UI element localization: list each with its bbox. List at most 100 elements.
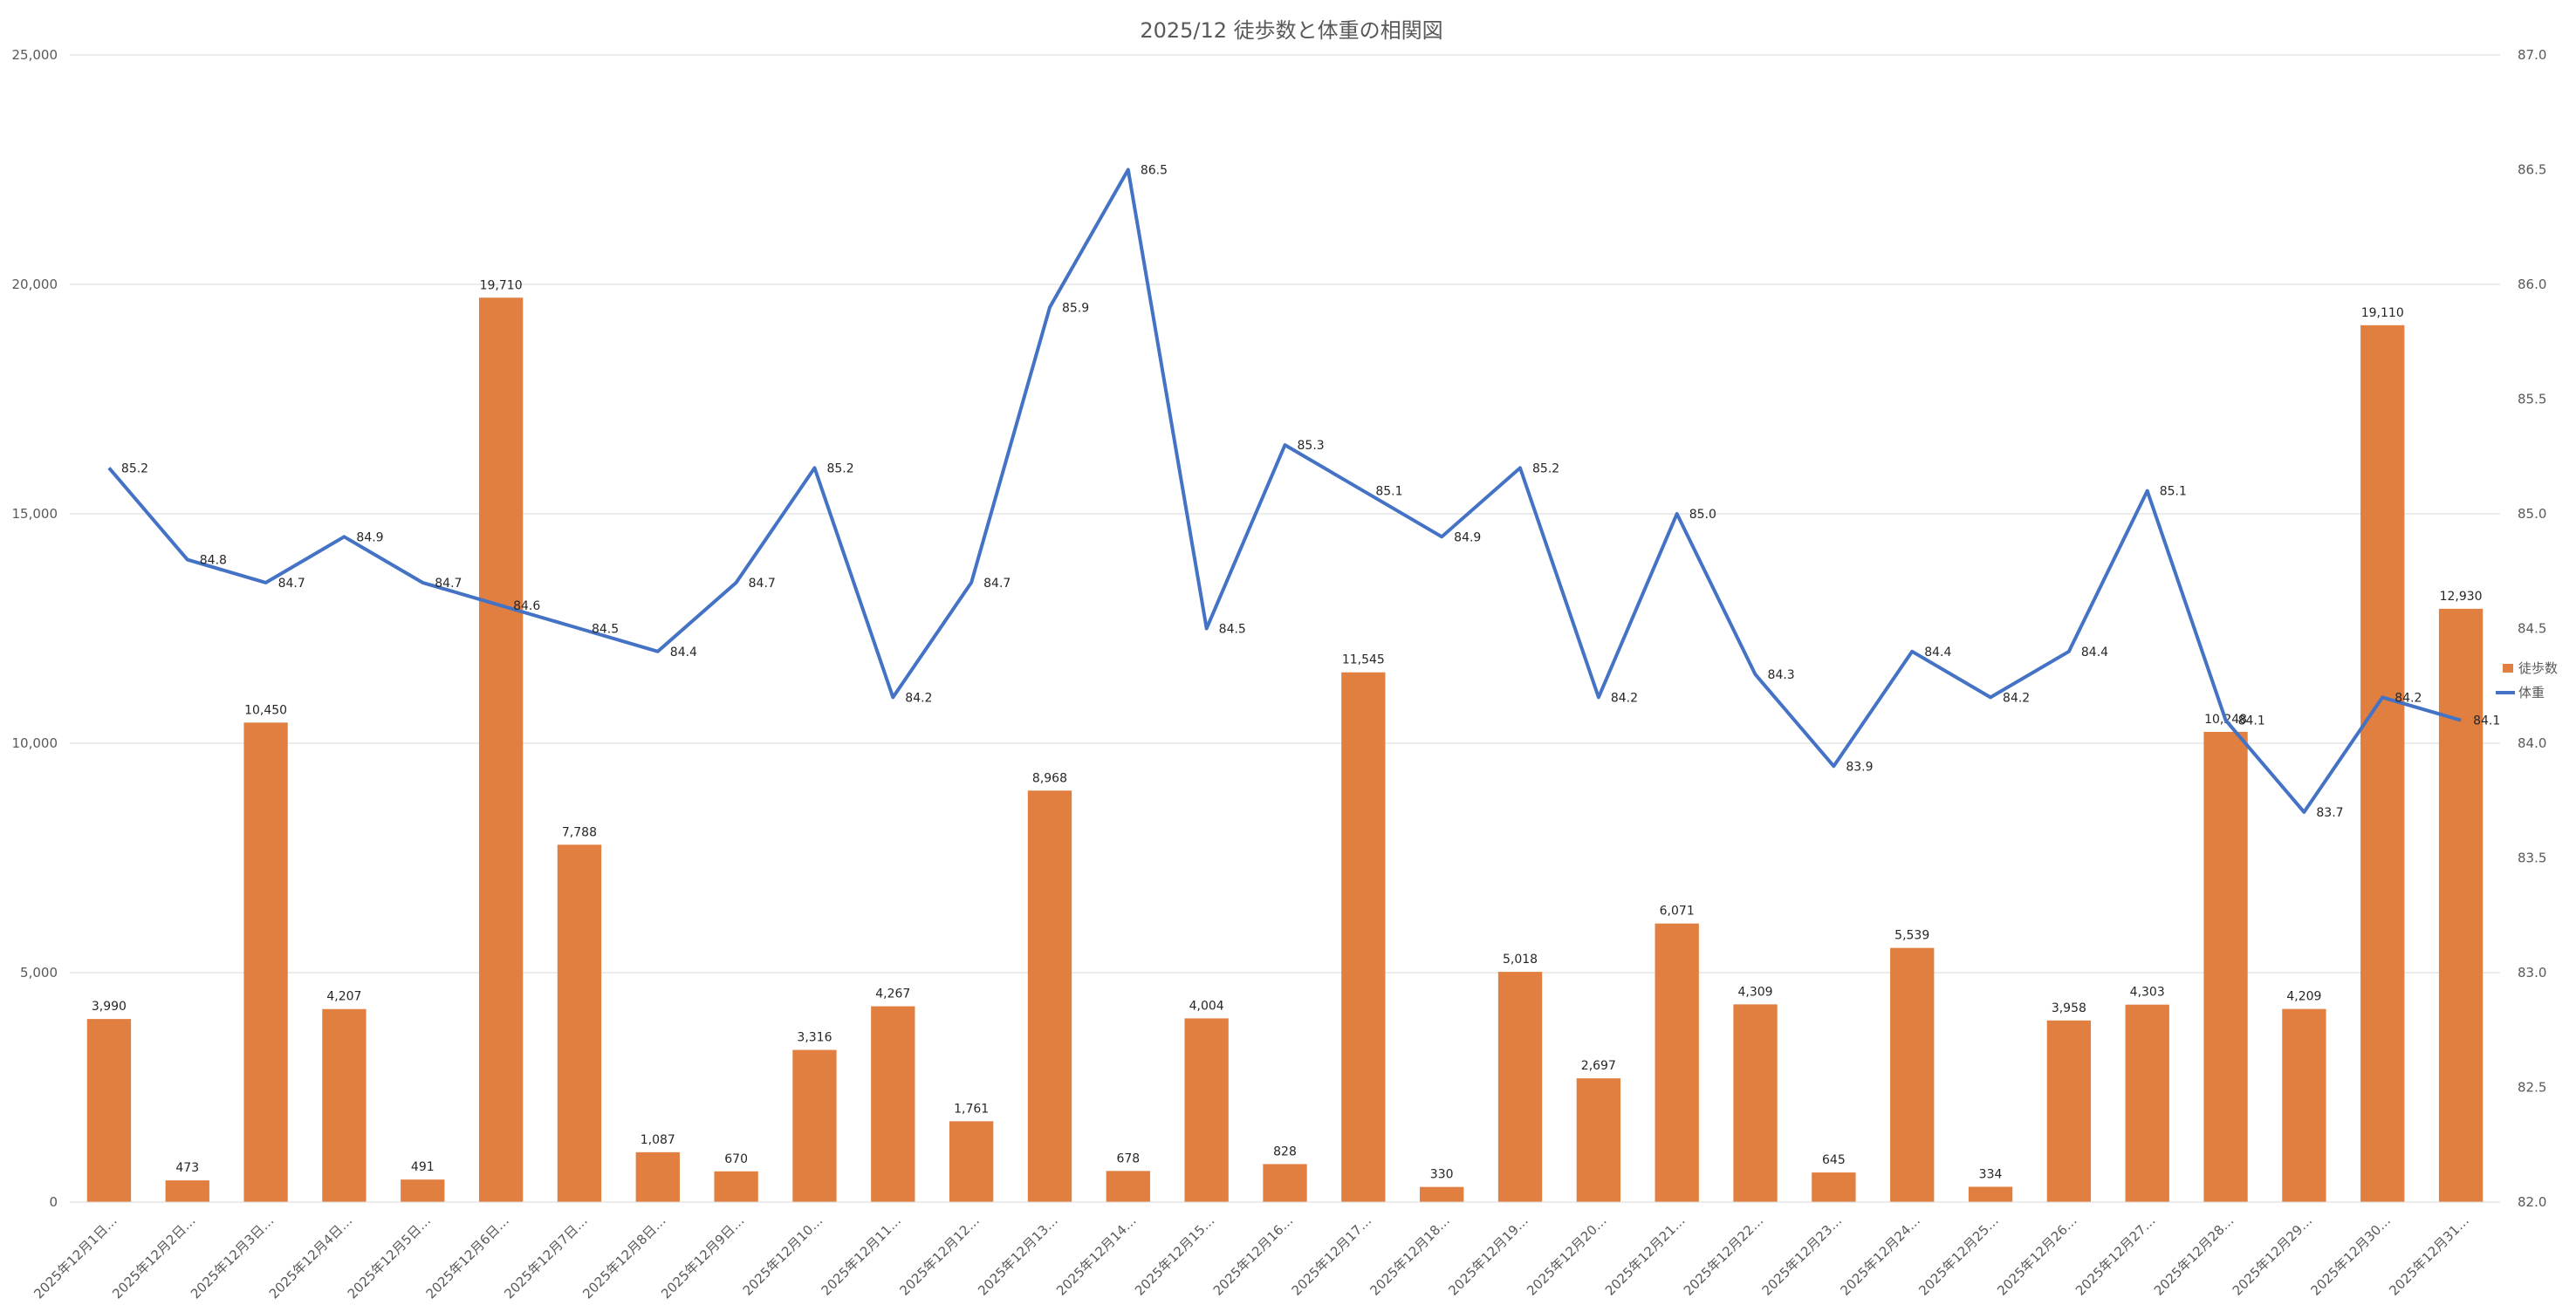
bar-steps — [1263, 1164, 1307, 1202]
line-data-label: 84.2 — [2003, 691, 2030, 705]
line-data-label: 84.5 — [1219, 623, 1246, 637]
bar-steps — [243, 722, 288, 1202]
bar-data-label: 2,697 — [1581, 1059, 1616, 1073]
line-data-label: 84.3 — [1768, 668, 1795, 682]
line-data-label: 85.2 — [121, 461, 148, 475]
line-data-label: 84.1 — [2238, 714, 2265, 728]
bar-steps — [1968, 1186, 2013, 1202]
bar-data-label: 491 — [411, 1160, 435, 1174]
bar-data-label: 678 — [1116, 1151, 1140, 1165]
right-tick-label: 85.0 — [2518, 506, 2546, 522]
x-tick-label: 2025年12月16… — [1210, 1213, 1297, 1299]
bar-data-label: 4,209 — [2286, 990, 2321, 1004]
x-tick-label: 2025年12月25… — [1915, 1213, 2002, 1299]
bar-data-label: 8,968 — [1032, 771, 1067, 785]
bar-steps — [86, 1019, 132, 1202]
bar-steps — [2360, 325, 2405, 1203]
right-tick-label: 82.5 — [2518, 1080, 2546, 1096]
x-tick-label: 2025年12月13… — [975, 1213, 1061, 1299]
bar-steps — [557, 844, 602, 1202]
x-tick-label: 2025年12月4日… — [266, 1213, 355, 1302]
line-data-label: 85.1 — [2160, 485, 2187, 499]
line-data-label: 84.7 — [983, 577, 1011, 591]
line-data-label: 83.7 — [2316, 806, 2343, 820]
bar-steps — [871, 1006, 915, 1202]
x-tick-label: 2025年12月21… — [1602, 1213, 1689, 1299]
left-axis: 0 5,000 10,000 15,000 20,000 25,000 — [12, 47, 58, 1210]
bar-data-label: 6,071 — [1660, 905, 1695, 919]
bar-steps — [1106, 1171, 1150, 1202]
line-data-label: 84.9 — [356, 530, 383, 544]
x-tick-label: 2025年12月19… — [1445, 1213, 1531, 1299]
bar-steps — [322, 1008, 367, 1202]
bar-steps — [1812, 1172, 1856, 1202]
x-tick-label: 2025年12月11… — [819, 1213, 905, 1299]
bar-data-label: 19,110 — [2361, 306, 2404, 320]
bar-steps — [714, 1171, 758, 1202]
x-tick-label: 2025年12月29… — [2230, 1213, 2316, 1299]
right-tick-label: 86.5 — [2518, 162, 2546, 178]
bar-steps — [1576, 1078, 1621, 1202]
line-data-label: 84.5 — [592, 623, 619, 637]
legend-swatch-steps — [2503, 664, 2513, 673]
bar-data-label: 828 — [1273, 1145, 1297, 1158]
x-tick-label: 2025年12月8日… — [579, 1213, 668, 1302]
bar-data-label: 5,539 — [1894, 929, 1929, 943]
bar-data-label: 10,450 — [244, 703, 287, 717]
x-tick-label: 2025年12月23… — [1759, 1213, 1846, 1299]
bar-steps — [1497, 972, 1543, 1202]
bar-data-label: 473 — [175, 1161, 199, 1175]
bar-steps — [1420, 1186, 1464, 1202]
x-tick-label: 2025年12月14… — [1053, 1213, 1140, 1299]
x-tick-label: 2025年12月20… — [1524, 1213, 1610, 1299]
bar-data-label: 7,788 — [562, 825, 597, 839]
bar-data-label: 330 — [1430, 1168, 1454, 1182]
bar-data-label: 3,316 — [797, 1031, 832, 1045]
x-tick-label: 2025年12月10… — [740, 1213, 826, 1299]
right-tick-label: 84.5 — [2518, 621, 2546, 637]
bar-steps — [478, 297, 524, 1202]
line-data-label: 84.8 — [200, 554, 227, 568]
x-tick-label: 2025年12月30… — [2308, 1213, 2394, 1299]
bar-data-label: 12,930 — [2440, 590, 2483, 604]
bar-data-label: 11,545 — [1342, 653, 1385, 667]
bar-data-label: 1,761 — [954, 1102, 989, 1116]
x-tick-label: 2025年12月27… — [2072, 1213, 2159, 1299]
x-tick-label: 2025年12月7日… — [501, 1213, 590, 1302]
line-data-label: 84.2 — [1611, 691, 1638, 705]
bar-steps — [1890, 947, 1935, 1202]
x-tick-label: 2025年12月9日… — [658, 1213, 747, 1302]
bar-data-label: 4,309 — [1737, 985, 1772, 999]
legend-label-weight: 体重 — [2518, 685, 2545, 700]
line-data-label: 85.2 — [826, 461, 853, 475]
legend-label-steps: 徒歩数 — [2518, 660, 2558, 676]
bar-steps — [2203, 731, 2248, 1202]
line-series-weight: 85.2 84.8 84.7 84.9 84.7 84.6 84.5 84.4 84.7 85.2… — [107, 164, 2500, 820]
right-tick-label: 83.0 — [2518, 965, 2546, 981]
x-tick-label: 2025年12月17… — [1289, 1213, 1375, 1299]
bar-steps — [2282, 1008, 2326, 1202]
left-tick-label: 10,000 — [12, 735, 58, 751]
bar-steps — [1184, 1018, 1229, 1202]
line-data-label: 84.7 — [435, 577, 462, 591]
x-tick-label: 2025年12月28… — [2151, 1213, 2237, 1299]
right-tick-label: 85.5 — [2518, 392, 2546, 407]
line-data-label: 85.1 — [1375, 485, 1402, 499]
bar-steps — [2125, 1004, 2169, 1202]
line-data-label: 85.2 — [1532, 461, 1559, 475]
line-data-label: 84.2 — [905, 691, 932, 705]
x-tick-label: 2025年12月18… — [1367, 1213, 1453, 1299]
bar-data-label: 4,207 — [326, 990, 361, 1004]
bar-data-label: 334 — [1979, 1167, 2003, 1181]
left-tick-label: 0 — [49, 1194, 58, 1210]
bar-data-label: 1,087 — [641, 1133, 675, 1147]
bar-steps — [792, 1049, 837, 1202]
bar-data-label: 645 — [1822, 1153, 1846, 1167]
bar-data-label: 5,018 — [1503, 953, 1538, 967]
bar-steps — [165, 1180, 209, 1202]
right-tick-label: 83.5 — [2518, 851, 2546, 866]
line-data-label: 84.2 — [2394, 691, 2422, 705]
bar-steps — [635, 1151, 680, 1202]
